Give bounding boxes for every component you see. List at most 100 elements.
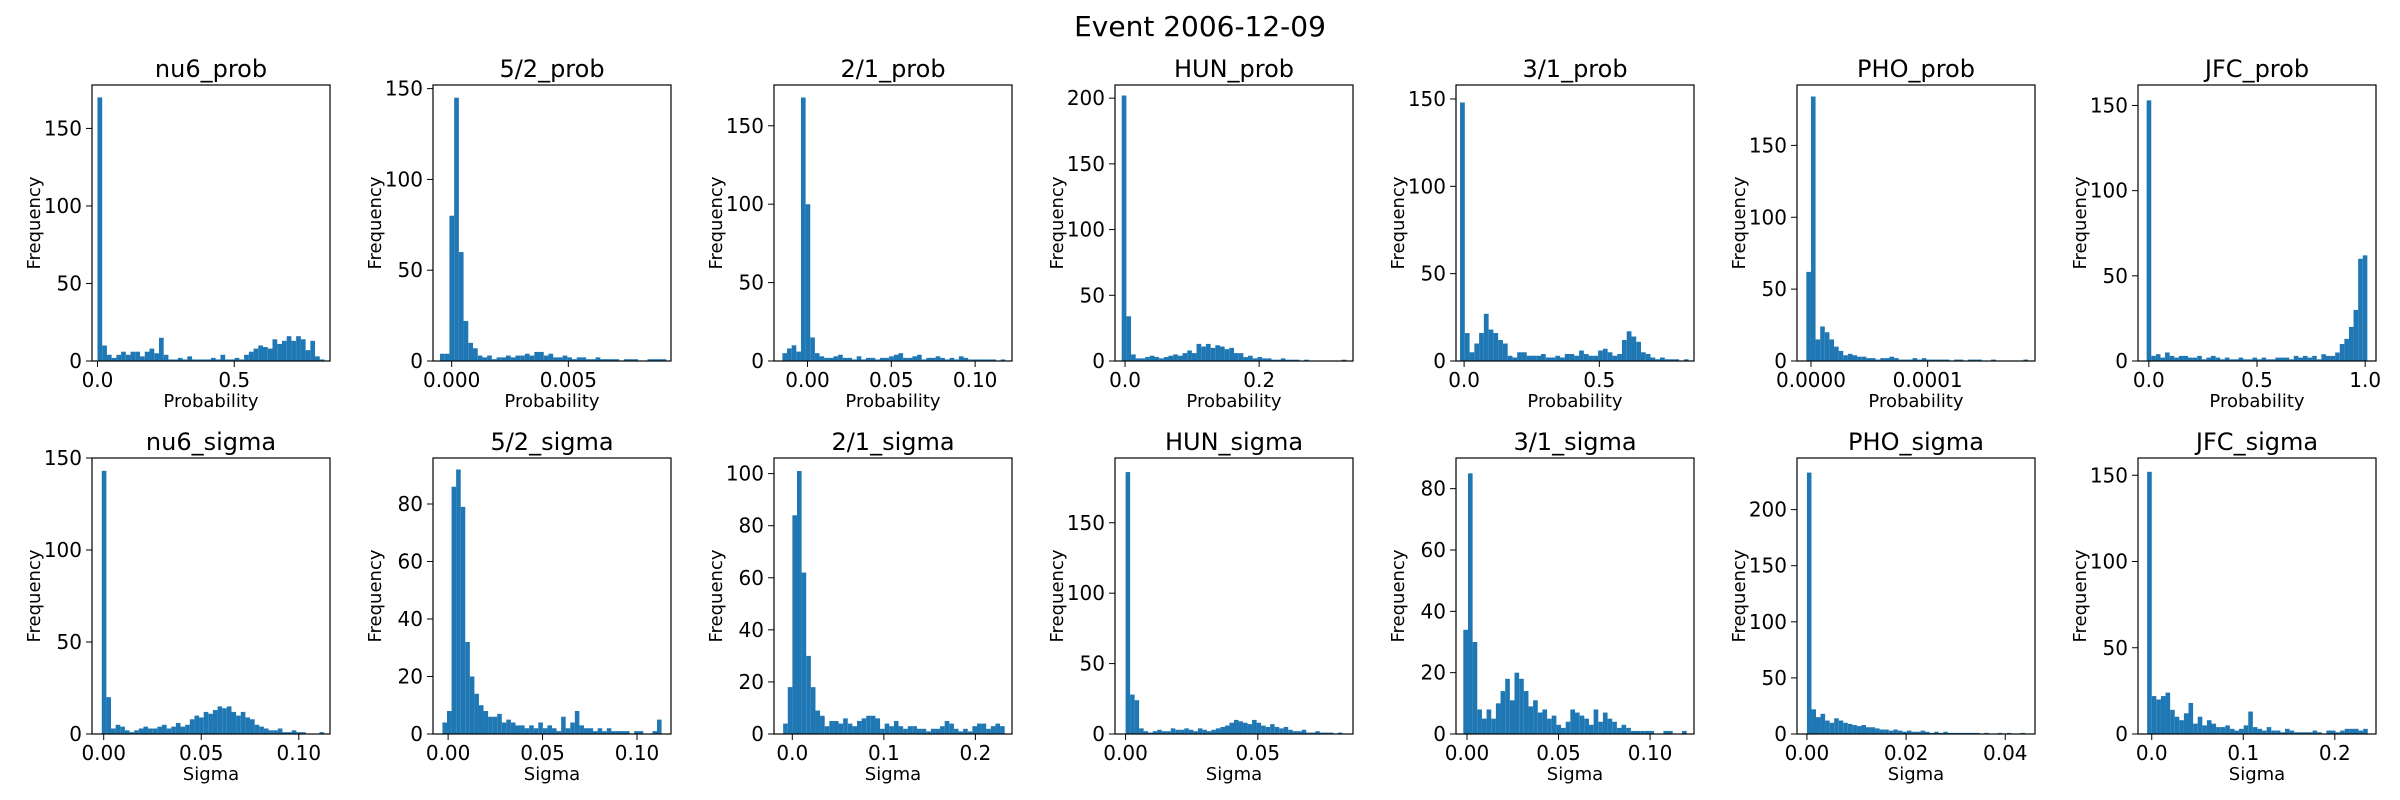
histogram-bar [806, 655, 811, 734]
histogram-bar [1668, 730, 1673, 734]
histogram-bar [2275, 357, 2280, 361]
x-tick-label: 0.5 [218, 368, 250, 392]
axes-frame [432, 84, 672, 362]
histogram-bar [940, 726, 945, 734]
histogram-bar [319, 732, 325, 734]
histogram-bar [548, 353, 554, 361]
histogram-bar [1271, 359, 1277, 361]
histogram-bar [2147, 471, 2152, 734]
histogram-bar [281, 340, 287, 361]
y-tick-label: 50 [57, 630, 82, 654]
y-tick-label: 50 [1762, 277, 1787, 301]
histogram-bar [533, 728, 539, 734]
histogram-bar [1294, 359, 1300, 361]
y-tick-label: 20 [398, 665, 423, 689]
histogram-bar [810, 687, 816, 734]
subplot-title: JFC_sigma [2194, 428, 2318, 456]
y-tick-label: 80 [1421, 477, 1446, 501]
histogram-bar [1505, 678, 1510, 734]
histogram-bar [263, 347, 268, 361]
histogram-bar [1843, 355, 1848, 361]
histogram-bar [1664, 359, 1670, 361]
histogram-bar [175, 722, 181, 734]
histogram-bar [515, 355, 521, 361]
histogram-bar [963, 728, 968, 734]
subplot-title: 2/1_sigma [831, 428, 954, 456]
y-tick-label: 20 [739, 670, 764, 694]
x-tick-label: 0.05 [179, 741, 224, 765]
histogram-bar [602, 731, 607, 734]
histogram-bar [1306, 732, 1311, 734]
histogram-bar [206, 359, 211, 361]
histogram-bar [215, 359, 221, 361]
histogram-bar [1843, 722, 1848, 734]
histogram-bar [820, 715, 825, 734]
histogram-bar [277, 343, 282, 361]
histogram-bar [245, 717, 251, 734]
histogram-bar [310, 340, 316, 361]
histogram-bar [115, 724, 121, 734]
histogram-bar [1211, 729, 1216, 734]
histogram-bar [478, 705, 484, 734]
histogram-bar [1547, 718, 1552, 734]
histogram-bar [1175, 729, 1180, 734]
histogram-bar [1191, 353, 1197, 361]
histogram-bar [2335, 732, 2341, 734]
histogram-bar [1838, 350, 1844, 361]
histogram-bar [586, 359, 591, 361]
y-tick-label: 50 [398, 258, 423, 282]
histogram-bar [1205, 343, 1211, 361]
y-tick-label: 0 [1774, 722, 1787, 746]
histogram-bar [2151, 696, 2157, 734]
y-axis-label: Frequency [1729, 176, 1750, 269]
histogram-bar [814, 353, 820, 361]
histogram-bar [1252, 719, 1257, 734]
histogram-bar [130, 351, 136, 361]
histogram-bar [1262, 358, 1267, 361]
histogram-bar [1537, 712, 1543, 734]
histogram-bar [1911, 731, 1916, 734]
histogram-bar [1280, 358, 1286, 361]
histogram-bar [185, 724, 190, 734]
x-axis-label: Sigma [865, 764, 921, 785]
histogram-bar [488, 716, 493, 734]
histogram-bar [1621, 340, 1627, 361]
subplot-title: 3/1_sigma [1513, 428, 1636, 456]
histogram-bar [1173, 354, 1178, 361]
axes-frame [432, 457, 672, 735]
x-tick-label: 0.00 [426, 741, 471, 765]
histogram-bar [552, 728, 557, 734]
histogram-bar [1460, 102, 1465, 361]
histogram-bar [2302, 355, 2308, 361]
histogram-bar [2358, 730, 2364, 734]
y-tick-label: 150 [44, 446, 82, 470]
x-tick-label: 0.05 [520, 741, 565, 765]
histogram-bar [203, 711, 209, 734]
histogram-bar [875, 718, 881, 734]
x-tick-label: 0.0 [1448, 368, 1480, 392]
histogram-bar [239, 359, 245, 361]
histogram-bar [968, 359, 973, 361]
histogram-bar [1806, 271, 1811, 361]
histogram-bar [1626, 331, 1632, 361]
histogram-bar [1811, 709, 1817, 734]
histogram-bar [1565, 721, 1571, 734]
histogram-bar [1134, 700, 1140, 734]
histogram-bar [2326, 730, 2331, 734]
histogram-bar [935, 356, 941, 361]
histogram-bar [291, 340, 297, 361]
histogram-bar [824, 357, 829, 361]
axes-frame [1796, 84, 2036, 362]
histogram-bar [1556, 724, 1562, 734]
histogram-bar [2289, 730, 2295, 734]
histogram-bar [2353, 309, 2359, 361]
histogram-panel-3-1-sigma: 0.00 0.05 0.10 0 20 40 60 80 3/1_sigma Sigma Frequ… [1388, 428, 1695, 785]
y-tick-label: 50 [2103, 636, 2128, 660]
y-tick-label: 150 [1749, 133, 1787, 157]
histogram-bar [977, 359, 983, 361]
histogram-bar [2308, 732, 2313, 734]
histogram-bar [501, 722, 507, 734]
histogram-bar [111, 357, 117, 361]
histogram-bar [1838, 720, 1844, 734]
histogram-bar [967, 731, 973, 734]
